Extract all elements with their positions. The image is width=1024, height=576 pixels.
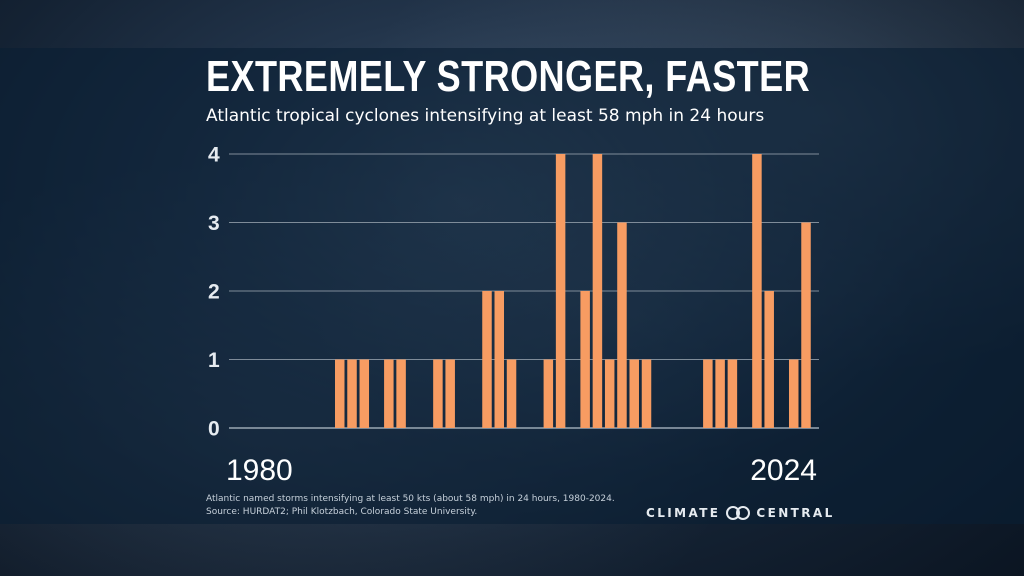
bar	[347, 359, 357, 428]
page-subtitle: Atlantic tropical cyclones intensifying …	[206, 106, 765, 126]
y-tick-label: 1	[208, 349, 220, 372]
bar	[617, 222, 627, 428]
y-axis-ticks: 0 1 2 3 4	[208, 144, 220, 441]
bar	[629, 359, 639, 428]
logo-rings-icon	[726, 506, 751, 520]
bar	[703, 359, 713, 428]
bar	[604, 359, 615, 428]
bar	[555, 154, 566, 428]
bar	[715, 359, 725, 428]
bar	[752, 154, 762, 428]
content-panel	[0, 48, 1024, 524]
bar	[494, 291, 505, 428]
chart-footnote: Atlantic named storms intensifying at le…	[206, 493, 615, 519]
bar	[592, 154, 603, 428]
bar	[335, 359, 345, 428]
y-tick-label: 3	[208, 212, 220, 235]
bar	[506, 359, 517, 428]
bar	[359, 359, 370, 428]
bar	[727, 359, 738, 428]
bar	[433, 359, 443, 428]
climate-central-logo: CLIMATE CENTRAL	[646, 504, 835, 522]
logo-text-climate: CLIMATE	[646, 506, 721, 520]
footnote-source: Source: HURDAT2; Phil Klotzbach, Colorad…	[206, 507, 478, 517]
bar	[788, 359, 799, 428]
bar	[641, 359, 652, 428]
y-tick-label: 0	[208, 418, 220, 441]
chart-bars	[335, 154, 811, 428]
logo-text-central: CENTRAL	[756, 506, 835, 520]
bar	[543, 359, 554, 428]
y-tick-label: 4	[208, 144, 220, 167]
bar	[764, 291, 774, 428]
bar	[445, 359, 455, 428]
page-title: EXTREMELY STRONGER, FASTER	[206, 52, 811, 101]
bar	[801, 222, 811, 428]
x-tick-start: 1980	[226, 454, 293, 487]
footnote-description: Atlantic named storms intensifying at le…	[206, 494, 615, 504]
bar	[384, 359, 394, 428]
x-tick-end: 2024	[750, 454, 817, 487]
bar	[482, 291, 492, 428]
bar	[580, 291, 590, 428]
bar	[396, 359, 406, 428]
y-tick-label: 2	[208, 281, 220, 304]
